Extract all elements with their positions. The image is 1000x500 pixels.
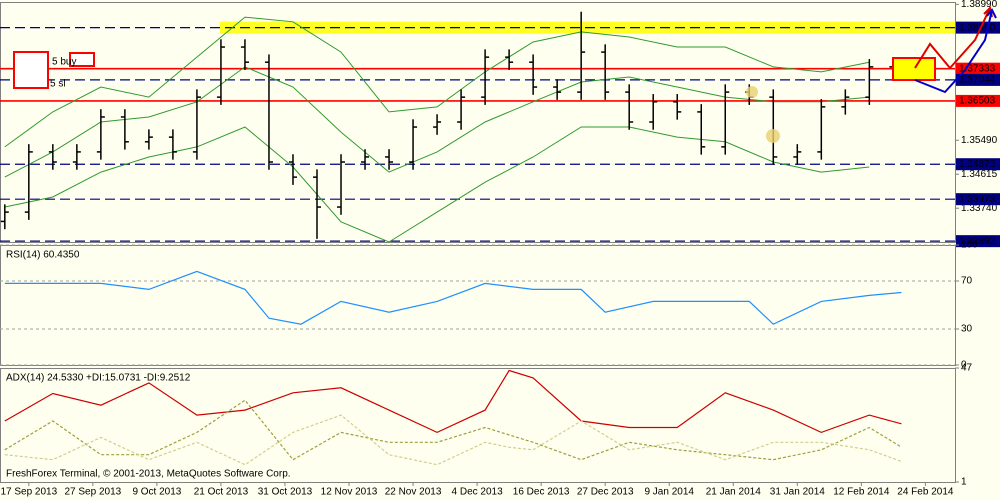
y-tick-label: 1.33740 bbox=[961, 203, 998, 214]
indicator-title: RSI(14) 60.4350 bbox=[6, 250, 80, 261]
x-tick-label: 9 Oct 2013 bbox=[132, 487, 181, 498]
level-label-bg bbox=[956, 21, 1000, 34]
order-box bbox=[69, 52, 95, 67]
level-label-bg bbox=[956, 235, 1000, 248]
forecast-arrow bbox=[914, 7, 991, 70]
x-tick-label: 22 Nov 2013 bbox=[385, 487, 442, 498]
y-tick-label: 1 bbox=[961, 477, 967, 488]
y-tick-label: 1.38990 bbox=[961, 0, 998, 10]
level-label: 1.38390 bbox=[959, 22, 996, 33]
x-tick-label: 21 Jan 2014 bbox=[706, 487, 761, 498]
indicator-line bbox=[4, 369, 902, 434]
y-tick-label: 100 bbox=[961, 240, 978, 251]
x-tick-label: 12 Nov 2013 bbox=[321, 487, 378, 498]
y-tick-label: 47 bbox=[961, 363, 973, 374]
y-tick-label: 1.34615 bbox=[961, 169, 998, 180]
x-tick-label: 16 Dec 2013 bbox=[513, 487, 570, 498]
level-label: 1.34873 bbox=[959, 159, 996, 170]
level-label-bg bbox=[956, 73, 1000, 86]
x-tick-label: 9 Jan 2014 bbox=[644, 487, 694, 498]
x-tick-label: 4 Dec 2013 bbox=[452, 487, 504, 498]
x-tick-label: 21 Oct 2013 bbox=[194, 487, 249, 498]
target-box bbox=[892, 57, 936, 81]
arrow-head bbox=[986, 8, 997, 19]
forecast-arrow bbox=[914, 9, 993, 94]
x-tick-label: 31 Oct 2013 bbox=[258, 487, 313, 498]
indicator-line bbox=[4, 399, 902, 461]
watermark: FreshForex Terminal, © 2001-2013, MetaQu… bbox=[6, 469, 291, 480]
order-label: 5 buy bbox=[52, 57, 76, 68]
x-tick-label: 12 Feb 2014 bbox=[833, 487, 890, 498]
order-box bbox=[13, 51, 49, 89]
marker bbox=[766, 129, 780, 143]
level-label-bg bbox=[956, 158, 1000, 171]
level-label: 1.36503 bbox=[959, 96, 996, 107]
panel-frame bbox=[0, 245, 956, 366]
indicator-line bbox=[4, 414, 902, 466]
level-label: 1.32892 bbox=[959, 236, 996, 247]
indicator-line bbox=[4, 270, 902, 325]
indicator-title: ADX(14) 24.5330 +DI:15.0731 -DI:9.2512 bbox=[6, 373, 191, 384]
level-label-bg bbox=[956, 94, 1000, 107]
x-tick-label: 31 Jan 2014 bbox=[770, 487, 825, 498]
panel-frame bbox=[0, 2, 956, 243]
y-tick-label: 0 bbox=[961, 360, 967, 371]
x-tick-label: 27 Dec 2013 bbox=[577, 487, 634, 498]
y-tick-label: 70 bbox=[961, 276, 973, 287]
level-label-bg bbox=[956, 193, 1000, 206]
drawings: 5 buy 5 sl bbox=[13, 6, 997, 143]
level-label: 1.37044 bbox=[959, 75, 996, 86]
order-label: 5 sl bbox=[50, 79, 66, 90]
y-tick-label: 30 bbox=[961, 324, 973, 335]
x-tick-label: 27 Sep 2013 bbox=[64, 487, 121, 498]
level-label: 1.33973 bbox=[959, 194, 996, 205]
level-label: 1.37333 bbox=[959, 63, 996, 74]
x-tick-label: 24 Feb 2014 bbox=[897, 487, 954, 498]
y-tick-label: 1.35490 bbox=[961, 135, 998, 146]
bollinger-band bbox=[4, 16, 870, 148]
panel-frame bbox=[0, 368, 956, 483]
x-tick-label: 17 Sep 2013 bbox=[0, 487, 57, 498]
marker bbox=[746, 86, 758, 98]
